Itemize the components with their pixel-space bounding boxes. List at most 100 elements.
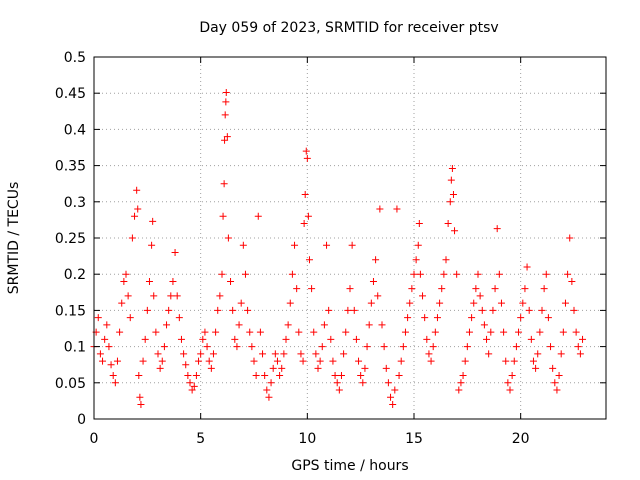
data-point [295, 328, 303, 336]
data-point [504, 379, 512, 387]
data-point [241, 270, 249, 278]
data-point [152, 328, 160, 336]
data-point [203, 343, 211, 351]
data-point [205, 357, 213, 365]
data-point [186, 379, 194, 387]
data-point [425, 350, 433, 358]
data-point [192, 372, 200, 380]
data-point [214, 306, 222, 314]
data-point [229, 306, 237, 314]
x-axis-title: GPS time / hours [291, 458, 408, 474]
data-point [579, 335, 587, 343]
data-point [323, 241, 331, 249]
data-point [233, 343, 241, 351]
data-point [500, 328, 508, 336]
plot-frame [93, 56, 607, 420]
data-point [510, 357, 518, 365]
data-point [376, 205, 384, 213]
data-point [244, 306, 252, 314]
data-point [291, 241, 299, 249]
data-point [118, 299, 126, 307]
data-point [133, 186, 141, 194]
y-tick-label: 0.45 [55, 86, 86, 102]
axes: 0 0.05 0.1 0.15 0.2 0.25 0.3 0.35 0.4 0.45 0.5 0 5 10… [55, 50, 606, 447]
data-point [116, 328, 124, 336]
data-point [391, 386, 399, 394]
data-point [337, 372, 345, 380]
data-point [131, 212, 139, 220]
data-point [304, 212, 312, 220]
data-point [113, 357, 121, 365]
data-point [519, 299, 527, 307]
data-point [223, 133, 231, 141]
y-tick-label: 0.05 [55, 376, 86, 392]
data-point [547, 343, 555, 351]
data-point [457, 379, 465, 387]
data-point [99, 357, 107, 365]
data-point [440, 270, 448, 278]
data-point [502, 357, 510, 365]
data-point [401, 328, 409, 336]
data-point [308, 285, 316, 293]
data-point [288, 270, 296, 278]
data-point [150, 292, 158, 300]
data-point [346, 285, 354, 293]
data-point [221, 136, 229, 144]
data-point [303, 154, 311, 162]
data-point [525, 306, 533, 314]
y-tick-label: 0.4 [64, 122, 86, 138]
data-point [361, 364, 369, 372]
data-point [207, 364, 215, 372]
data-point [544, 314, 552, 322]
data-point [199, 335, 207, 343]
data-point [497, 299, 505, 307]
data-point [455, 386, 463, 394]
data-point [476, 292, 484, 300]
y-tick-label: 0 [77, 412, 86, 428]
data-point [463, 343, 471, 351]
data-point [269, 364, 277, 372]
data-point [175, 314, 183, 322]
data-point [221, 111, 229, 119]
data-point [312, 350, 320, 358]
data-point [357, 372, 365, 380]
data-point [348, 241, 356, 249]
data-point [491, 285, 499, 293]
data-point [273, 357, 281, 365]
data-point [350, 306, 358, 314]
data-point [169, 277, 177, 285]
data-point [154, 350, 162, 358]
data-point [527, 335, 535, 343]
data-point [459, 372, 467, 380]
y-tick-label: 0.2 [64, 267, 86, 283]
data-point [327, 335, 335, 343]
data-point [453, 270, 461, 278]
data-point [227, 277, 235, 285]
data-point [397, 357, 405, 365]
data-point [483, 335, 491, 343]
y-tick-label: 0.5 [64, 50, 86, 66]
data-point [342, 328, 350, 336]
data-point [302, 147, 310, 155]
data-point [444, 220, 452, 228]
data-point [485, 350, 493, 358]
data-point [271, 350, 279, 358]
data-point [410, 270, 418, 278]
data-point [263, 386, 271, 394]
data-point [414, 241, 422, 249]
data-point [540, 285, 548, 293]
data-point [300, 220, 308, 228]
data-point [212, 328, 220, 336]
data-point [570, 306, 578, 314]
data-point [393, 205, 401, 213]
data-point [145, 277, 153, 285]
data-point [532, 364, 540, 372]
data-point [372, 256, 380, 264]
data-point [523, 263, 531, 271]
data-point [143, 306, 151, 314]
data-point [542, 270, 550, 278]
data-point [331, 372, 339, 380]
data-point [359, 379, 367, 387]
data-point [237, 299, 245, 307]
data-point [536, 328, 544, 336]
